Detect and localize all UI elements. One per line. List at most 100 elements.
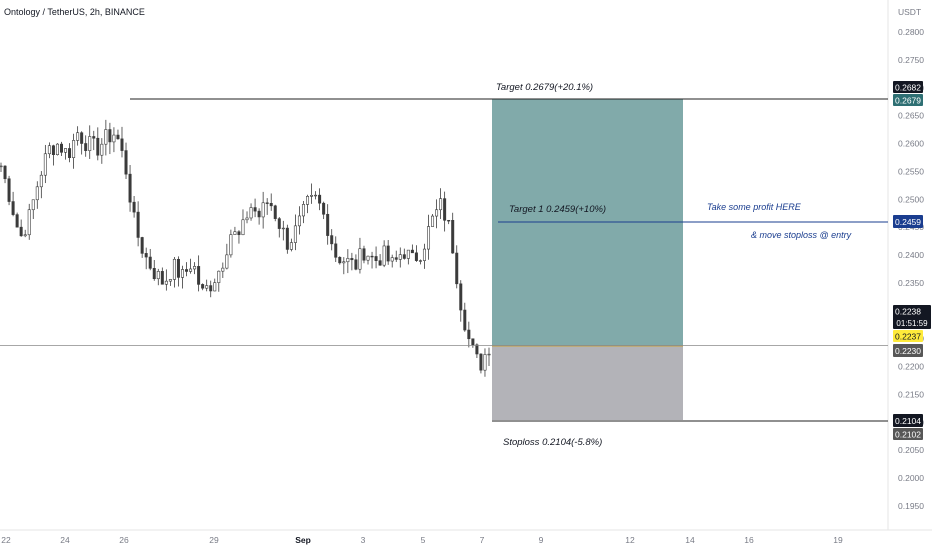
svg-text:0.2230: 0.2230	[895, 346, 921, 356]
time-tick-label: 24	[60, 535, 70, 545]
candle-body	[23, 234, 27, 237]
badge-last-price: 0.2237	[893, 330, 923, 342]
candle-body	[27, 209, 31, 236]
candle-body	[35, 186, 39, 201]
badge-entry: 0.2230	[893, 344, 923, 357]
candle-body	[15, 214, 19, 228]
candle-body	[3, 165, 7, 180]
candle-body	[330, 235, 334, 245]
price-tick-label: 0.2550	[898, 166, 924, 176]
candle-body	[334, 243, 338, 258]
time-tick-label: 19	[833, 535, 843, 545]
candle-body	[257, 210, 261, 218]
candle-body	[289, 242, 293, 250]
candle-body	[479, 353, 483, 371]
candle-body	[51, 145, 55, 155]
target1-label: Target 1 0.2459(+10%)	[509, 204, 606, 215]
candle-body	[221, 267, 225, 272]
candle-body	[475, 344, 479, 355]
candle-body	[439, 198, 443, 211]
candle-body	[362, 248, 366, 261]
candle-body	[100, 143, 104, 156]
candle-body	[382, 245, 386, 266]
time-tick-label: 9	[539, 535, 544, 545]
note-move-stoploss: & move stoploss @ entry	[751, 230, 852, 240]
candles	[0, 119, 491, 377]
time-tick-label: 14	[685, 535, 695, 545]
badge-target-high: 0.2682	[893, 81, 923, 93]
badge-stop: 0.2102	[893, 428, 923, 440]
candle-body	[136, 211, 140, 238]
candle-body	[96, 137, 100, 156]
candle-body	[350, 258, 354, 261]
candle-body	[277, 218, 281, 229]
candle-body	[378, 260, 382, 266]
loss-zone[interactable]	[492, 346, 683, 420]
candle-body	[370, 255, 374, 258]
price-tick-label: 0.1950	[898, 501, 924, 511]
candle-body	[0, 165, 3, 168]
candle-body	[164, 280, 168, 285]
candle-body	[269, 202, 273, 207]
candle-body	[249, 207, 253, 219]
countdown: 01:51:59	[896, 319, 928, 328]
candle-body	[374, 256, 378, 261]
time-tick-label: 7	[480, 535, 485, 545]
candle-body	[386, 245, 390, 262]
candle-body	[265, 202, 269, 204]
candle-body	[217, 270, 221, 283]
candle-body	[84, 143, 88, 151]
price-tick-label: 0.2050	[898, 445, 924, 455]
time-tick-label: 3	[361, 535, 366, 545]
candle-body	[11, 201, 15, 215]
stoploss-label: Stoploss 0.2104(-5.8%)	[503, 437, 602, 448]
candle-body	[68, 148, 72, 158]
candle-body	[92, 136, 96, 139]
candle-body	[201, 284, 205, 289]
price-tick-label: 0.2150	[898, 389, 924, 399]
candle-body	[414, 252, 418, 261]
time-tick-label: Sep	[295, 535, 311, 545]
price-tick-label: 0.2400	[898, 250, 924, 260]
badge-target: 0.2679	[893, 94, 923, 106]
candle-body	[435, 209, 439, 217]
price-tick-label: 0.2350	[898, 278, 924, 288]
price-tick-label: 0.2800	[898, 27, 924, 37]
target-label: Target 0.2679(+20.1%)	[496, 82, 593, 93]
svg-text:0.2459: 0.2459	[895, 217, 921, 227]
candle-body	[124, 150, 128, 175]
time-tick-label: 26	[119, 535, 129, 545]
candle-body	[443, 198, 447, 221]
candle-body	[43, 153, 47, 176]
candle-body	[229, 234, 233, 256]
candle-body	[342, 261, 346, 264]
candle-body	[180, 269, 184, 278]
candle-body	[241, 219, 245, 236]
candle-body	[310, 195, 314, 197]
candle-body	[225, 254, 229, 269]
candle-body	[64, 148, 68, 153]
candle-body	[354, 259, 358, 270]
candle-body	[471, 338, 475, 346]
candle-body	[88, 136, 92, 151]
svg-text:0.2679: 0.2679	[895, 96, 921, 106]
candle-body	[128, 173, 132, 203]
candle-body	[427, 226, 431, 250]
candle-body	[455, 252, 459, 285]
candle-body	[160, 271, 164, 285]
candle-body	[273, 205, 277, 219]
candle-body	[390, 257, 394, 262]
plot-area[interactable]	[0, 0, 888, 530]
candle-body	[112, 134, 116, 143]
time-scale[interactable]	[0, 530, 932, 550]
candle-body	[297, 215, 301, 227]
candle-body	[132, 201, 136, 213]
svg-text:0.2102: 0.2102	[895, 430, 921, 440]
price-tick-label: 0.2750	[898, 55, 924, 65]
time-tick-label: 29	[209, 535, 219, 545]
candle-body	[318, 194, 322, 204]
candle-body	[398, 254, 402, 260]
candle-body	[197, 266, 201, 285]
candle-body	[326, 213, 330, 236]
